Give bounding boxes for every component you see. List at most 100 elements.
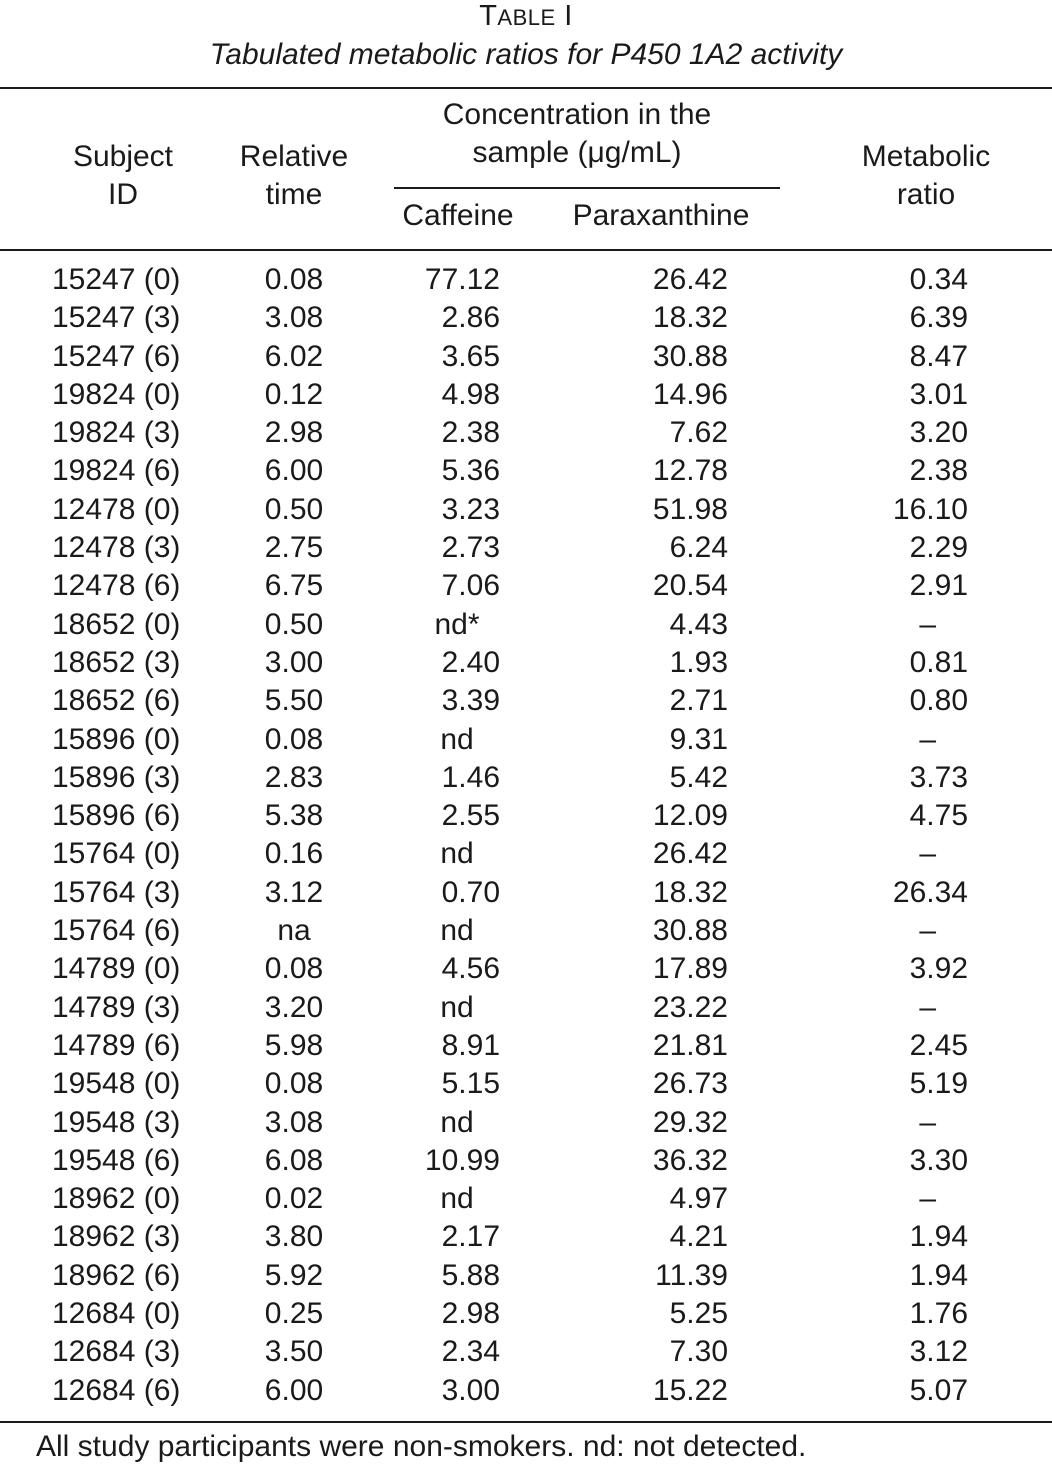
table-row: 19824 (3) 2.98 2.38 7.62 3.20	[0, 414, 1052, 452]
cell-caffeine: nd	[440, 914, 474, 948]
cell-metabolic-ratio: 4.75	[909, 799, 968, 833]
cell-paraxanthine: 14.96	[652, 377, 728, 411]
cell-caffeine: 77.12	[424, 263, 500, 296]
table-row: 14789 (3) 3.20 nd 23.22 –	[0, 989, 1052, 1027]
cell-subject-id: 19548 (6)	[52, 1143, 181, 1177]
cell-metabolic-ratio: 1.94	[909, 1220, 968, 1254]
cell-caffeine: 3.23	[441, 492, 500, 526]
cell-relative-time: 6.02	[264, 339, 324, 373]
header-relative-time: Relative time	[214, 138, 374, 214]
cell-subject-id: 14789 (0)	[52, 952, 181, 986]
cell-subject-id: 12684 (6)	[52, 1373, 181, 1407]
cell-subject-id: 14789 (3)	[52, 990, 181, 1024]
cell-relative-time: 0.08	[264, 263, 324, 296]
cell-paraxanthine: 2.71	[669, 684, 728, 718]
table-row: 12478 (0) 0.50 3.23 51.98 16.10	[0, 491, 1052, 529]
cell-metabolic-ratio: 8.47	[909, 339, 968, 373]
cell-metabolic-ratio: 26.34	[892, 875, 968, 909]
cell-metabolic-ratio: 3.30	[909, 1143, 968, 1177]
cell-subject-id: 15896 (0)	[52, 722, 181, 756]
cell-relative-time: 0.50	[264, 607, 324, 641]
header-ratio-line2: ratio	[896, 178, 956, 211]
cell-caffeine: nd*	[434, 607, 480, 641]
cell-relative-time: 0.12	[264, 377, 324, 411]
cell-relative-time: 0.16	[264, 837, 324, 871]
cell-metabolic-ratio: –	[919, 607, 936, 641]
cell-paraxanthine: 6.24	[669, 531, 728, 565]
cell-subject-id: 12684 (3)	[52, 1335, 181, 1369]
cell-paraxanthine: 23.22	[652, 990, 728, 1024]
cell-subject-id: 15764 (6)	[52, 914, 181, 948]
table-row: 18652 (0) 0.50 nd* 4.43 –	[0, 606, 1052, 644]
cell-caffeine: 5.15	[441, 1067, 500, 1101]
cell-subject-id: 15247 (3)	[52, 301, 181, 335]
cell-relative-time: 2.75	[264, 531, 324, 565]
cell-paraxanthine: 12.78	[652, 454, 728, 488]
cell-paraxanthine: 29.32	[652, 1105, 728, 1139]
cell-relative-time: 0.08	[264, 722, 324, 756]
cell-subject-id: 18962 (0)	[52, 1182, 181, 1216]
cell-caffeine: 3.39	[441, 684, 500, 718]
cell-relative-time: 5.38	[264, 799, 324, 833]
header-ratio-line1: Metabolic	[861, 140, 991, 173]
cell-subject-id: 15247 (6)	[52, 339, 181, 373]
cell-relative-time: 0.08	[264, 952, 324, 986]
cell-metabolic-ratio: 1.94	[909, 1258, 968, 1292]
cell-metabolic-ratio: –	[919, 990, 936, 1024]
table-row: 15764 (0) 0.16 nd 26.42 –	[0, 835, 1052, 873]
cell-paraxanthine: 30.88	[652, 914, 728, 948]
table-label-number: I	[555, 0, 573, 32]
table-row: 19548 (3) 3.08 nd 29.32 –	[0, 1104, 1052, 1142]
cell-caffeine: nd	[440, 1105, 474, 1139]
cell-paraxanthine: 21.81	[652, 1028, 728, 1062]
cell-caffeine: 2.40	[441, 645, 500, 679]
cell-subject-id: 15896 (3)	[52, 760, 181, 794]
cell-metabolic-ratio: 2.29	[909, 531, 968, 565]
cell-subject-id: 14789 (6)	[52, 1028, 181, 1062]
cell-caffeine: 2.38	[441, 416, 500, 450]
header-conc-line2: sample (μg/mL)	[472, 136, 682, 169]
cell-relative-time: 3.20	[264, 990, 324, 1024]
cell-paraxanthine: 30.88	[652, 339, 728, 373]
cell-relative-time: 5.98	[264, 1028, 324, 1062]
cell-metabolic-ratio: 16.10	[892, 492, 968, 526]
cell-subject-id: 18962 (3)	[52, 1220, 181, 1254]
table-row: 15247 (0) 0.08 77.12 26.42 0.34	[0, 261, 1052, 299]
header-caffeine: Caffeine	[402, 199, 514, 232]
cell-metabolic-ratio: 5.19	[909, 1067, 968, 1101]
cell-relative-time: 6.75	[264, 569, 324, 603]
table-row: 15764 (3) 3.12 0.70 18.32 26.34	[0, 874, 1052, 912]
cell-metabolic-ratio: 3.73	[909, 760, 968, 794]
cell-relative-time: 6.00	[264, 454, 324, 488]
table-row: 12478 (6) 6.75 7.06 20.54 2.91	[0, 567, 1052, 605]
cell-caffeine: nd	[440, 837, 474, 871]
cell-relative-time: 0.50	[264, 492, 324, 526]
table-row: 12684 (6) 6.00 3.00 15.22 5.07	[0, 1372, 1052, 1410]
cell-paraxanthine: 15.22	[652, 1373, 728, 1407]
cell-paraxanthine: 12.09	[652, 799, 728, 833]
cell-metabolic-ratio: –	[919, 1182, 936, 1216]
cell-relative-time: 3.00	[264, 645, 324, 679]
cell-paraxanthine: 7.30	[669, 1335, 728, 1369]
cell-subject-id: 18652 (3)	[52, 645, 181, 679]
cell-metabolic-ratio: –	[919, 837, 936, 871]
table-caption: Tabulated metabolic ratios for P450 1A2 …	[209, 38, 843, 71]
cell-paraxanthine: 51.98	[652, 492, 728, 526]
cell-relative-time: 0.25	[264, 1297, 324, 1331]
header-conc-line1: Concentration in the	[442, 98, 712, 131]
header-subject-line1: Subject	[72, 140, 174, 173]
header-paraxanthine: Paraxanthine	[572, 199, 750, 232]
table-row: 14789 (0) 0.08 4.56 17.89 3.92	[0, 950, 1052, 988]
cell-relative-time: 0.08	[264, 1067, 324, 1101]
table-row: 18652 (3) 3.00 2.40 1.93 0.81	[0, 644, 1052, 682]
table-row: 15896 (6) 5.38 2.55 12.09 4.75	[0, 797, 1052, 835]
cell-subject-id: 15764 (3)	[52, 875, 181, 909]
cell-metabolic-ratio: 3.01	[909, 377, 968, 411]
cell-relative-time: 3.08	[264, 1105, 324, 1139]
cell-relative-time: na	[277, 914, 311, 948]
cell-paraxanthine: 26.42	[652, 837, 728, 871]
header-concentration: Concentration in the sample (μg/mL)	[394, 96, 760, 172]
cell-caffeine: nd	[440, 722, 474, 756]
cell-paraxanthine: 1.93	[669, 645, 728, 679]
